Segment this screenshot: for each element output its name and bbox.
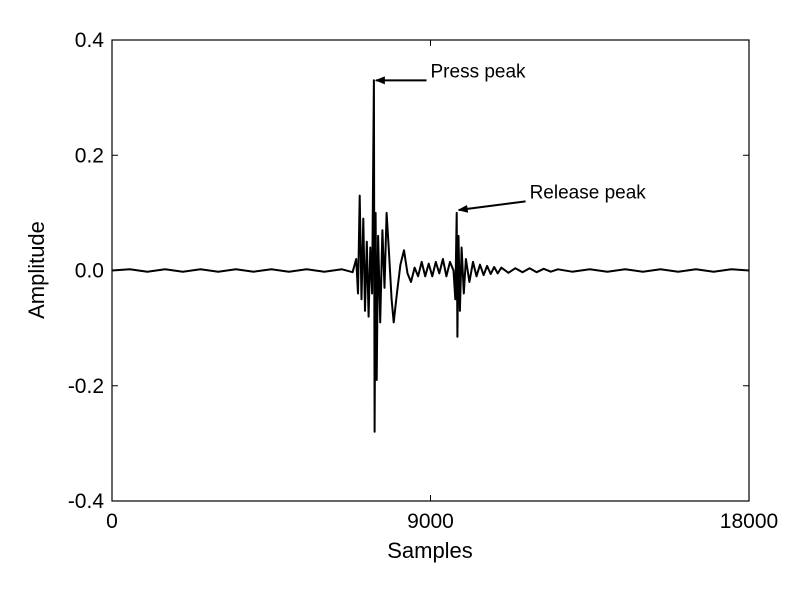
x-axis-label: Samples xyxy=(387,538,473,563)
x-tick-label: 0 xyxy=(106,510,118,533)
y-tick-label: -0.2 xyxy=(68,375,104,398)
annotations-layer: Press peak Release peak xyxy=(374,61,647,213)
y-tick-label: -0.4 xyxy=(68,490,105,513)
series-layer xyxy=(111,79,750,433)
annotation-label-1: Release peak xyxy=(530,182,647,203)
y-tick-label: 0.4 xyxy=(75,29,105,52)
y-tick-label: 0.0 xyxy=(75,260,104,283)
y-tick-label: 0.2 xyxy=(75,144,104,167)
ticks-layer: 0 9000 18000 0.4 0.2 0.0 -0.2 -0.4 xyxy=(68,29,778,533)
signal-line-0 xyxy=(111,79,750,433)
x-tick-label: 18000 xyxy=(720,510,778,533)
x-tick-label: 9000 xyxy=(407,510,454,533)
y-axis-label: Amplitude xyxy=(24,221,49,319)
annotation-arrow-1 xyxy=(457,200,526,213)
plot-frame xyxy=(111,39,750,502)
annotation-label-0: Press peak xyxy=(431,61,527,82)
